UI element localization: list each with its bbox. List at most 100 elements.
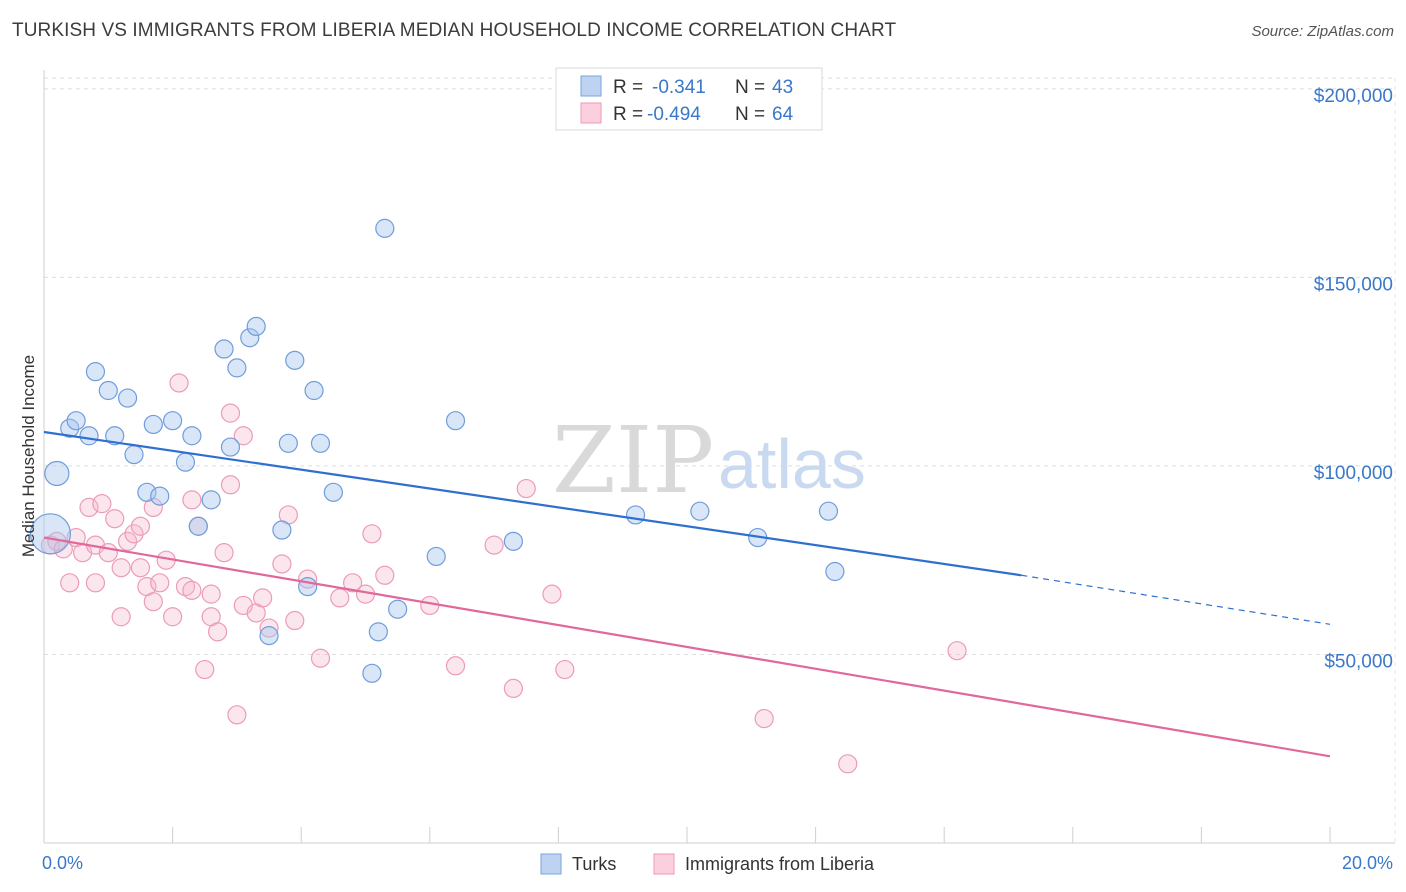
liberia-point [227,705,247,725]
turks-point [44,460,70,487]
bottom-legend-swatch-turks [540,853,562,875]
liberia-point [182,580,202,600]
turks-point [388,599,408,619]
turks-point [323,482,343,502]
turks-point [445,411,466,431]
turks-point [304,380,324,401]
liberia-point [92,494,112,514]
liberia-trend-line [43,536,1331,758]
turks-point [66,411,86,431]
turks-trend-line [43,430,1022,577]
y-tick-labels: $50,000 $100,000 $150,000 $200,000 [1314,86,1393,673]
watermark-atlas: atlas [718,425,866,503]
liberia-point [555,659,575,680]
liberia-point [542,584,562,604]
x-tick-label: 20.0% [1342,853,1393,873]
axes [43,70,1395,844]
liberia-point [330,588,350,608]
liberia-point [310,648,331,668]
liberia-point [60,573,80,593]
liberia-point [195,659,215,680]
turks-trend-line-extension [1021,574,1331,625]
legend-swatch-turks [580,75,602,97]
liberia-point [484,535,504,555]
liberia-point [182,490,202,510]
turks-point [214,339,234,359]
liberia-point [503,678,523,699]
liberia-point [79,497,99,518]
liberia-point [163,607,183,627]
turks-point [85,362,106,382]
turks-point [201,490,221,510]
liberia-point [420,595,440,616]
turks-point [137,482,157,502]
turks-point [188,516,208,536]
legend-r-value-liberia: -0.494 [647,104,701,125]
y-tick-label: $200,000 [1314,86,1393,107]
liberia-point [85,573,106,593]
series-turks-points [29,218,845,683]
turks-point [163,411,183,431]
turks-point [690,501,710,521]
liberia-point [201,584,221,604]
chart-source: Source: ZipAtlas.com [1251,23,1394,40]
turks-point [272,520,292,540]
trend-lines [43,430,1331,758]
liberia-point [947,641,967,661]
x-tick-labels: 0.0% 20.0% [42,853,1393,873]
legend-swatch-liberia [580,102,602,124]
turks-point [375,218,395,238]
liberia-point [343,573,363,593]
liberia-point [838,754,858,774]
legend-r-label-turks: R = [613,77,643,98]
turks-point [117,388,138,408]
turks-point [310,433,331,453]
turks-point [98,380,118,401]
liberia-point [124,524,144,544]
liberia-point [150,573,170,593]
chart-title: TURKISH VS IMMIGRANTS FROM LIBERIA MEDIA… [12,20,897,41]
liberia-point [117,531,138,551]
liberia-point [445,656,466,676]
turks-point [426,546,446,567]
watermark-zip: ZIP [552,407,714,514]
legend-n-value-liberia: 64 [772,104,794,125]
liberia-point [111,607,131,627]
turks-point [278,433,298,453]
liberia-point [169,373,189,393]
liberia-point [130,558,151,578]
turks-point [220,437,241,457]
liberia-point [272,554,292,574]
legend-r-value-turks: -0.341 [652,77,706,98]
turks-point [175,452,196,472]
turks-point [124,445,144,465]
liberia-point [285,610,305,631]
liberia-point [143,592,163,612]
liberia-point [362,524,382,544]
bottom-legend-liberia: Immigrants from Liberia [685,854,875,874]
legend-n-label-liberia: N = [735,104,765,125]
turks-point [503,531,523,551]
turks-point [825,561,845,582]
liberia-point [375,565,395,585]
liberia-point [220,475,241,495]
legend-n-label-turks: N = [735,77,765,98]
turks-point [105,426,125,446]
turks-point [818,501,839,521]
turks-point [368,622,388,642]
bottom-legend: Turks Immigrants from Liberia [540,853,875,875]
liberia-point [220,403,241,423]
liberia-point [111,558,131,578]
legend-r-label-liberia: R = [613,104,643,125]
legend-n-value-turks: 43 [772,77,793,98]
turks-point [60,418,80,438]
liberia-point [214,543,234,563]
turks-point [79,426,99,446]
turks-point [150,486,170,506]
liberia-point [105,509,125,529]
liberia-point [233,426,253,446]
liberia-point [754,708,774,729]
turks-point [285,350,305,370]
y-tick-label: $150,000 [1314,274,1393,295]
